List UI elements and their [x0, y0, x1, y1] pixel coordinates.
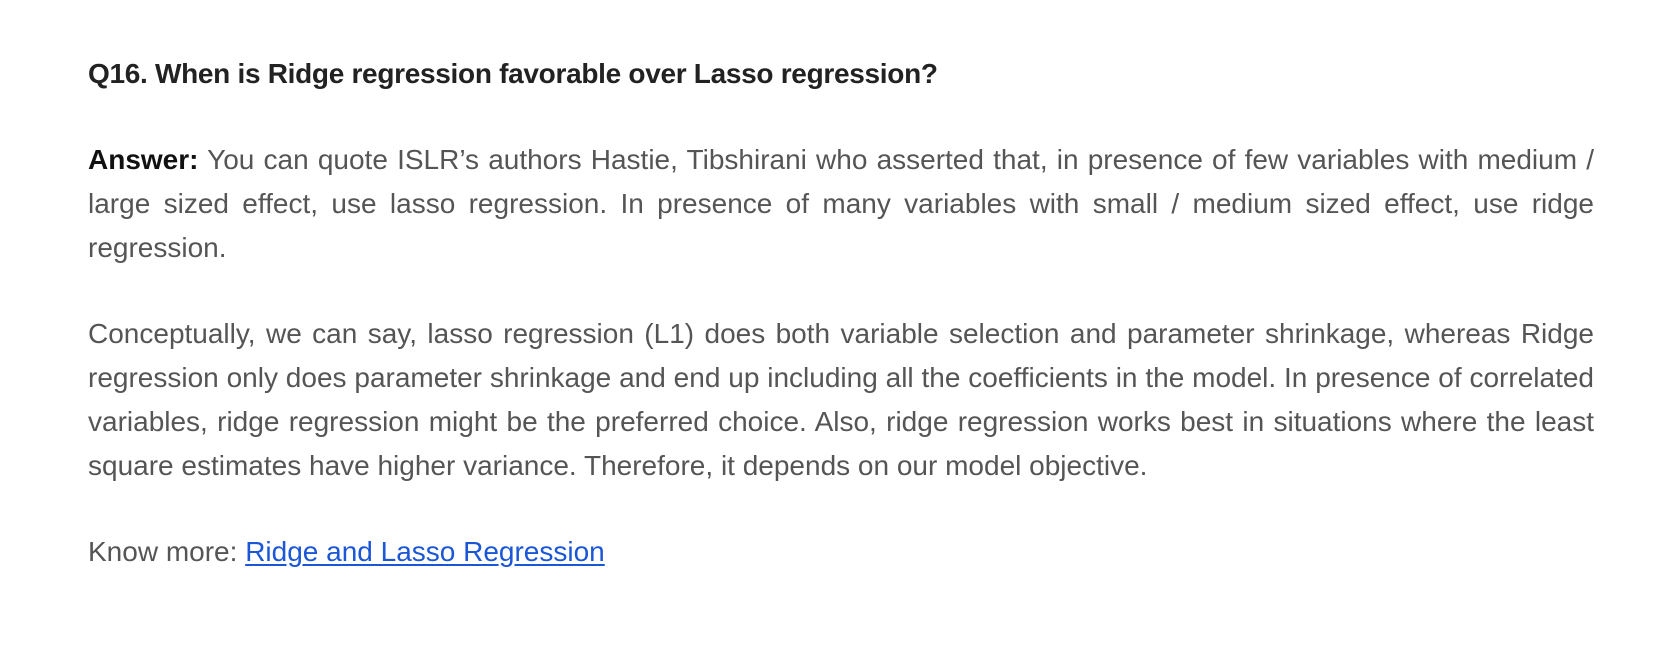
explanation-paragraph: Conceptually, we can say, lasso regressi… [88, 318, 1594, 481]
answer-paragraph: Answer: You can quote ISLR’s authors Has… [88, 138, 1594, 270]
know-more-prefix: Know more: [88, 536, 238, 567]
ridge-lasso-link[interactable]: Ridge and Lasso Regression [245, 536, 605, 567]
know-more-line: Know more: Ridge and Lasso Regression [88, 530, 1594, 574]
answer-label: Answer: [88, 144, 199, 175]
question-title: Q16. When is Ridge regression favorable … [88, 58, 938, 89]
answer-text: You can quote ISLR’s authors Hastie, Tib… [88, 144, 1594, 263]
article: Q16. When is Ridge regression favorable … [88, 52, 1594, 602]
